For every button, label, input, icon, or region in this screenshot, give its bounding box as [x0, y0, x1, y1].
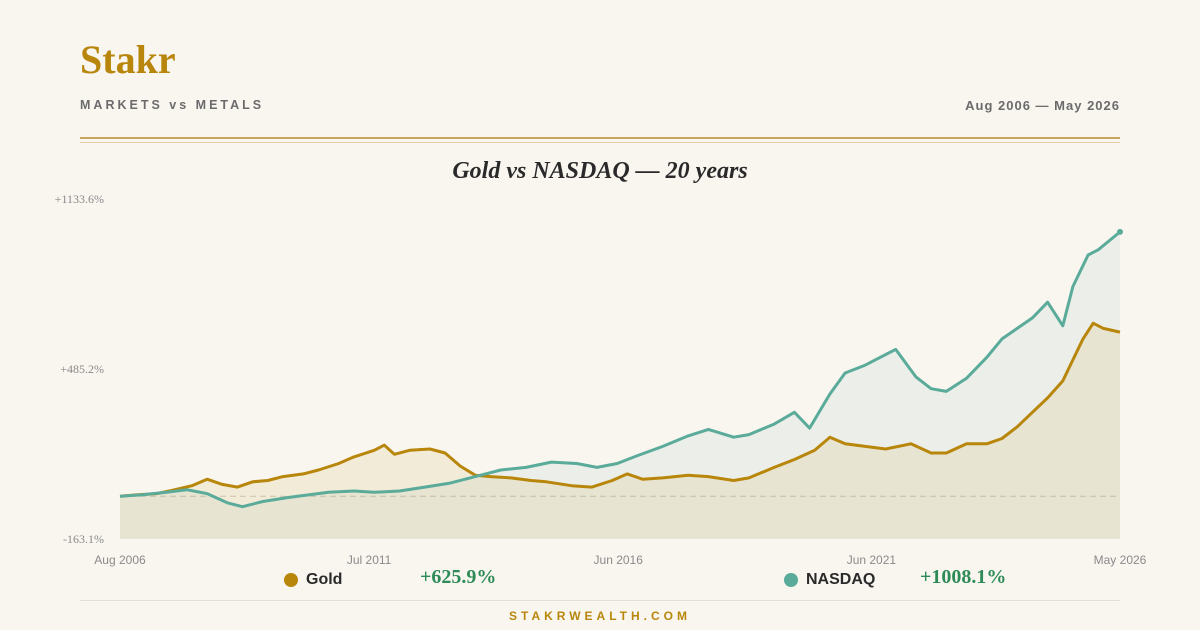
nasdaq-swatch-icon: [784, 573, 798, 587]
x-tick-label: May 2026: [1094, 553, 1147, 567]
y-tick-label: +1133.6%: [55, 192, 104, 206]
header-divider: [80, 137, 1120, 139]
gold-series-line: [119, 321, 1121, 498]
nasdaq-area: [120, 231, 1120, 539]
nasdaq-series-line: [119, 230, 1121, 509]
legend-item-nasdaq: NASDAQ: [784, 568, 875, 592]
header-divider-thin: [80, 142, 1120, 143]
x-tick-label: Jun 2016: [594, 553, 644, 567]
brand-subtitle: MARKETS vs METALS: [80, 98, 265, 112]
x-tick-label: Aug 2006: [94, 553, 146, 567]
nasdaq-end-point: [1117, 228, 1123, 235]
legend-item-gold: Gold: [284, 568, 342, 592]
footer-divider: [80, 600, 1120, 601]
y-tick-label: +485.2%: [60, 362, 104, 376]
date-range: Aug 2006 — May 2026: [965, 98, 1120, 113]
nasdaq-return-value: +1008.1%: [920, 566, 1007, 588]
gold-swatch-icon: [284, 573, 298, 587]
gold-area: [120, 323, 1120, 539]
x-tick-label: Jun 2021: [847, 553, 897, 567]
footer-site: STAKRWEALTH.COM: [509, 609, 691, 623]
y-tick-label: -163.1%: [63, 532, 104, 546]
x-tick-label: Jul 2011: [347, 553, 392, 567]
brand-logo: Stakr: [80, 37, 176, 82]
chart-title: Gold vs NASDAQ — 20 years: [452, 158, 748, 184]
gold-return-value: +625.9%: [420, 566, 497, 588]
legend-label-nasdaq: NASDAQ: [806, 571, 876, 588]
legend-label-gold: Gold: [306, 571, 343, 588]
